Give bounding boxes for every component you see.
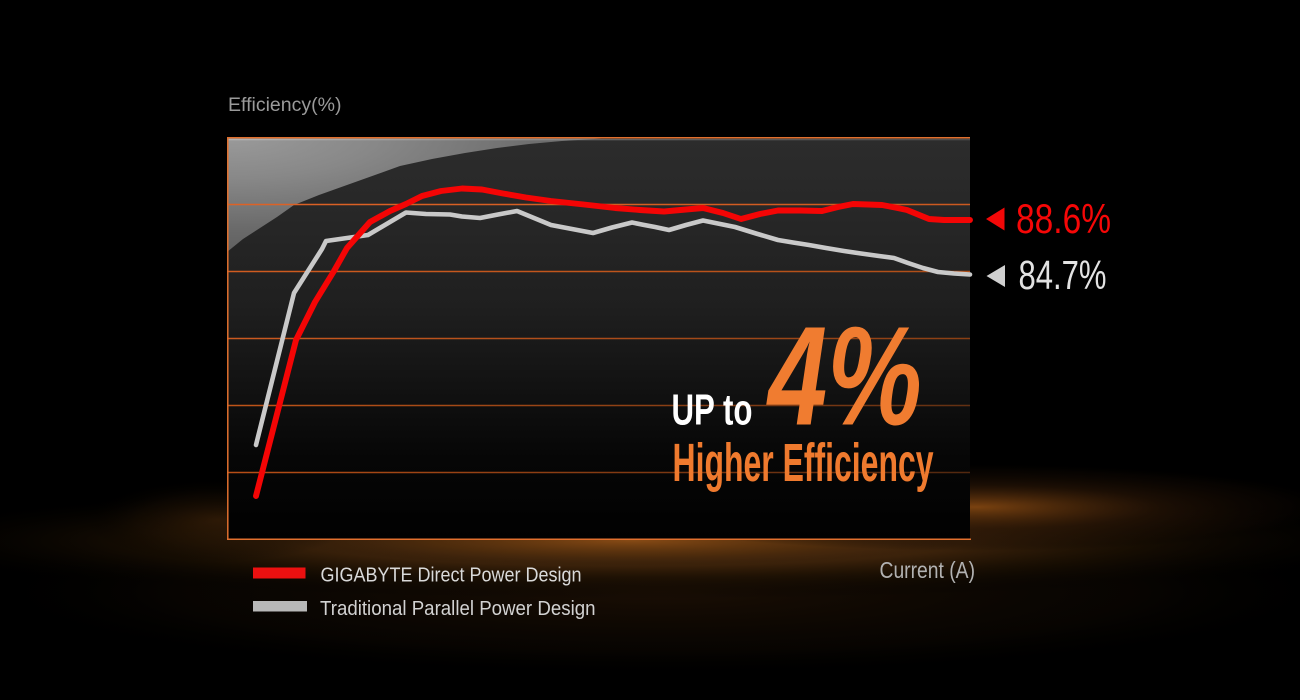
svg-text:4%: 4% <box>766 297 922 455</box>
svg-text:Traditional Parallel Power Des: Traditional Parallel Power Design <box>320 598 596 620</box>
svg-text:Higher Efficiency: Higher Efficiency <box>673 433 934 493</box>
svg-text:GIGABYTE Direct Power Design: GIGABYTE Direct Power Design <box>321 565 582 587</box>
svg-text:84.7%: 84.7% <box>1019 252 1107 298</box>
svg-text:Current (A): Current (A) <box>880 557 976 583</box>
svg-text:88.6%: 88.6% <box>1016 195 1111 242</box>
svg-text:UP to: UP to <box>672 387 753 435</box>
svg-text:Efficiency(%): Efficiency(%) <box>228 94 342 116</box>
